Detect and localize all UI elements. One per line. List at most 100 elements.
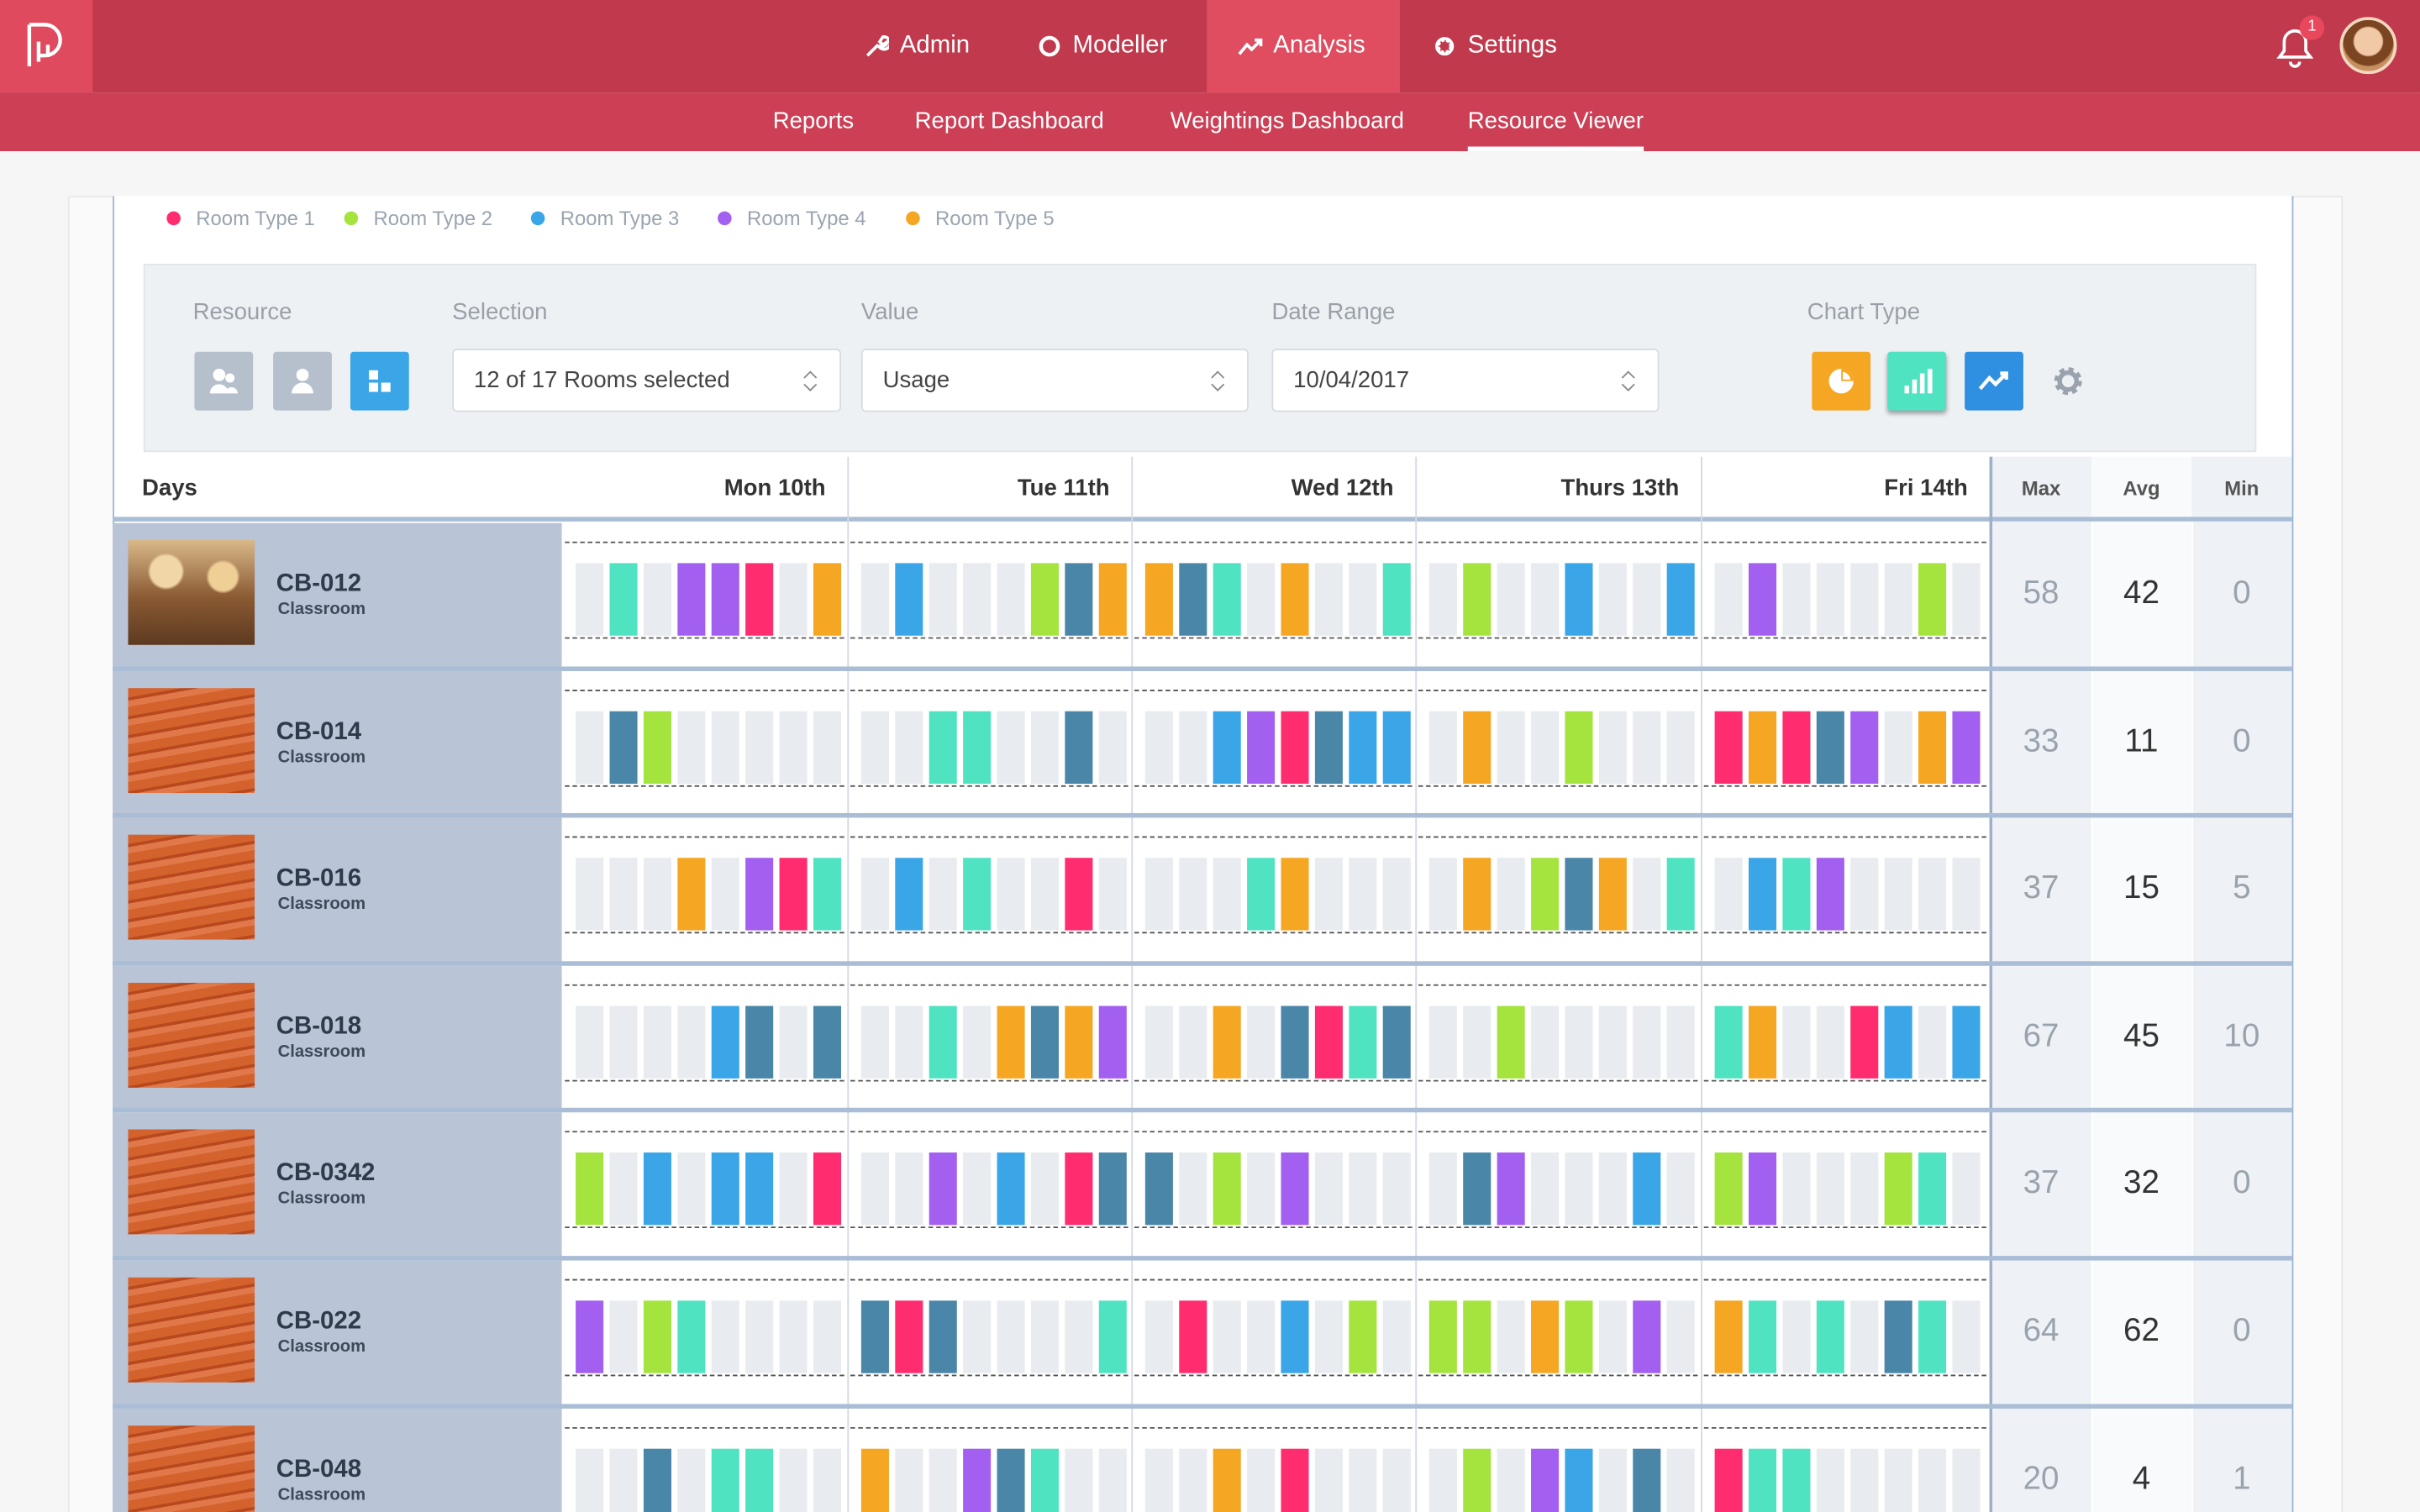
time-slot: [1850, 1152, 1879, 1226]
stat-value: 15: [2123, 870, 2160, 906]
time-slot: [1749, 858, 1777, 931]
nav-item[interactable]: Analysis: [1207, 0, 1400, 93]
time-slot: [860, 563, 889, 636]
time-slot: [1065, 563, 1093, 636]
time-slot: [711, 858, 739, 931]
time-slot: [1565, 858, 1593, 931]
time-slot: [643, 858, 671, 931]
time-slot: [1531, 1447, 1560, 1512]
time-slot: [1281, 1447, 1309, 1512]
time-slot: [1531, 1005, 1560, 1079]
time-slot: [711, 563, 739, 636]
time-slot: [813, 1300, 842, 1373]
dashed-line: [1418, 1079, 1698, 1082]
time-slot: [1633, 858, 1661, 931]
stat-header: Min: [2191, 456, 2292, 520]
logo[interactable]: [0, 0, 93, 93]
time-slot: [1952, 563, 1981, 636]
time-slot: [1666, 1005, 1695, 1079]
legend-dot: [530, 210, 545, 225]
dashed-line: [565, 689, 844, 691]
nav-item[interactable]: Settings: [1402, 0, 1588, 92]
nav-label: Admin: [899, 32, 971, 59]
time-slot: [929, 710, 957, 784]
modeller-icon: [1039, 35, 1060, 57]
time-slot: [779, 710, 808, 784]
time-slot: [745, 1447, 774, 1512]
wrench-icon: [865, 35, 889, 57]
bell-icon[interactable]: [2272, 22, 2318, 71]
dashed-line: [1418, 1131, 1698, 1133]
time-slot: [860, 710, 889, 784]
time-slot: [1463, 710, 1491, 784]
nav-item[interactable]: Admin: [834, 0, 1001, 92]
sub-nav-item[interactable]: Report Dashboard: [914, 108, 1104, 134]
dashed-line: [1418, 836, 1698, 838]
stat-value: 33: [2023, 722, 2060, 759]
chart-type-pie[interactable]: [1812, 351, 1871, 411]
dashed-line: [1703, 1079, 1986, 1082]
time-slot: [963, 1152, 992, 1226]
resource-people[interactable]: [194, 351, 254, 411]
legend-item: Room Type 1: [166, 205, 315, 229]
room-thumbnail: [128, 835, 255, 940]
time-slot: [1314, 1005, 1343, 1079]
date-select[interactable]: 10/04/2017: [1271, 349, 1660, 412]
dashed-line: [565, 1226, 844, 1229]
room-name: CB-012: [276, 570, 362, 597]
time-slot: [609, 1005, 638, 1079]
dashed-line: [1134, 1079, 1413, 1082]
sub-nav-item[interactable]: Weightings Dashboard: [1170, 108, 1404, 134]
stat-value: 32: [2123, 1165, 2160, 1201]
chart-type-bar[interactable]: [1887, 351, 1947, 411]
stat-value: 0: [2233, 722, 2251, 759]
time-slot: [643, 1005, 671, 1079]
legend-label: Room Type 4: [746, 206, 866, 229]
resource-person[interactable]: [273, 351, 332, 411]
sub-nav-item[interactable]: Resource Viewer: [1467, 92, 1644, 151]
nav-item[interactable]: Modeller: [1007, 0, 1198, 92]
time-slot: [1213, 1152, 1241, 1226]
time-slot: [576, 710, 604, 784]
icon: [368, 370, 391, 392]
time-slot: [711, 1005, 739, 1079]
time-slot: [1749, 1005, 1777, 1079]
time-slot: [1782, 1447, 1811, 1512]
select-value: 12 of 17 Rooms selected: [473, 367, 730, 394]
dashed-line: [1418, 984, 1698, 986]
chart-type-line[interactable]: [1965, 351, 2023, 411]
time-slot: [1098, 1005, 1127, 1079]
legend-item: Room Type 3: [530, 205, 679, 229]
resource-room[interactable]: [350, 351, 409, 411]
time-slot: [1598, 1152, 1627, 1226]
dashed-line: [565, 984, 844, 986]
time-slot: [1633, 710, 1661, 784]
time-slot: [1749, 563, 1777, 636]
time-slot: [1144, 1152, 1173, 1226]
stat-column: [1992, 521, 2091, 1512]
sub-nav-item[interactable]: Reports: [772, 108, 855, 134]
legend-dot: [166, 210, 181, 225]
selection-select[interactable]: 12 of 17 Rooms selected: [452, 349, 842, 412]
time-slot: [1213, 1447, 1241, 1512]
room-thumbnail: [128, 539, 255, 645]
time-slot: [1349, 710, 1377, 784]
time-slot: [1349, 1152, 1377, 1226]
time-slot: [1179, 710, 1207, 784]
time-slot: [1463, 1447, 1491, 1512]
time-slot: [1531, 710, 1560, 784]
avatar[interactable]: [2339, 17, 2397, 75]
value-select[interactable]: Usage: [860, 349, 1249, 412]
chevrons: [1211, 370, 1225, 391]
settings-icon[interactable]: [2049, 363, 2086, 400]
time-slot: [1065, 1447, 1093, 1512]
time-slot: [1816, 1447, 1844, 1512]
time-slot: [1144, 563, 1173, 636]
legend-label: Room Type 2: [373, 206, 493, 229]
dashed-line: [1418, 1374, 1698, 1377]
time-slot: [1497, 1300, 1525, 1373]
time-slot: [1782, 710, 1811, 784]
time-slot: [609, 710, 638, 784]
day-header: Tue 11th: [1017, 475, 1110, 501]
time-slot: [1281, 563, 1309, 636]
